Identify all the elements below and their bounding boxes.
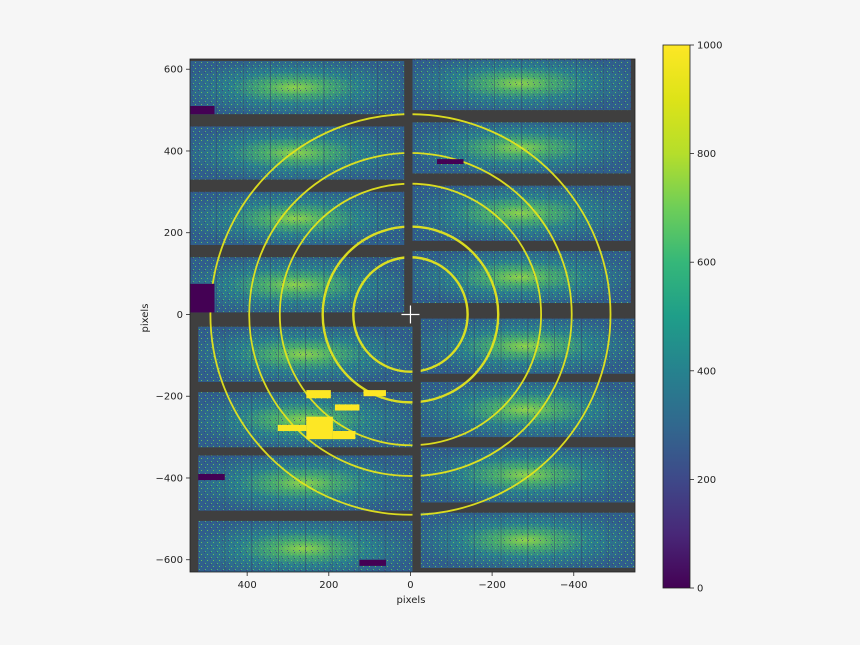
x-tick-label: 200 [319, 580, 338, 591]
x-tick-label: 400 [238, 580, 257, 591]
y-axis-ticks: 600 400 200 0 −200 −400 −600 [156, 65, 190, 566]
y-tick-label: 600 [164, 65, 183, 76]
saturated-block [277, 424, 307, 431]
saturated-block [306, 416, 333, 440]
x-tick-label: −200 [478, 580, 505, 591]
beam-center-marker [401, 305, 420, 324]
dead-region [190, 283, 215, 313]
vertical-gap [412, 314, 421, 572]
saturated-block [363, 390, 386, 397]
colorbar-ticks: 1000 800 600 400 200 0 [690, 41, 722, 595]
colorbar-tick-label: 400 [697, 366, 716, 377]
x-axis-label: pixels [397, 595, 426, 606]
y-tick-label: −600 [156, 555, 183, 566]
panel-artifacts [190, 106, 464, 566]
y-tick-label: 0 [177, 310, 183, 321]
dead-region [436, 159, 464, 165]
x-tick-label: −400 [560, 580, 587, 591]
colorbar: 1000 800 600 400 200 0 [662, 41, 722, 595]
saturated-block [332, 430, 356, 440]
y-axis-label: pixels [140, 304, 151, 333]
colorbar-tick-label: 600 [697, 258, 716, 269]
dead-region [190, 106, 215, 115]
x-axis-ticks: 400 200 0 −200 −400 [238, 572, 587, 591]
colorbar-gradient [662, 44, 691, 589]
x-tick-label: 0 [407, 580, 413, 591]
colorbar-tick-label: 800 [697, 149, 716, 160]
saturated-block [334, 404, 360, 411]
dead-region [359, 559, 386, 566]
colorbar-tick-label: 0 [697, 584, 703, 595]
vertical-gap [404, 59, 413, 315]
y-tick-label: −400 [156, 473, 183, 484]
colorbar-tick-label: 1000 [697, 41, 722, 52]
plot-frame [189, 58, 636, 573]
diffraction-rings [209, 59, 612, 572]
detector-panels [190, 59, 635, 572]
y-tick-label: −200 [156, 392, 183, 403]
colorbar-tick-label: 200 [697, 475, 716, 486]
y-tick-label: 400 [164, 146, 183, 157]
y-tick-label: 200 [164, 228, 183, 239]
detector-image [190, 59, 635, 572]
saturated-block [306, 390, 331, 399]
dead-region [198, 473, 225, 481]
